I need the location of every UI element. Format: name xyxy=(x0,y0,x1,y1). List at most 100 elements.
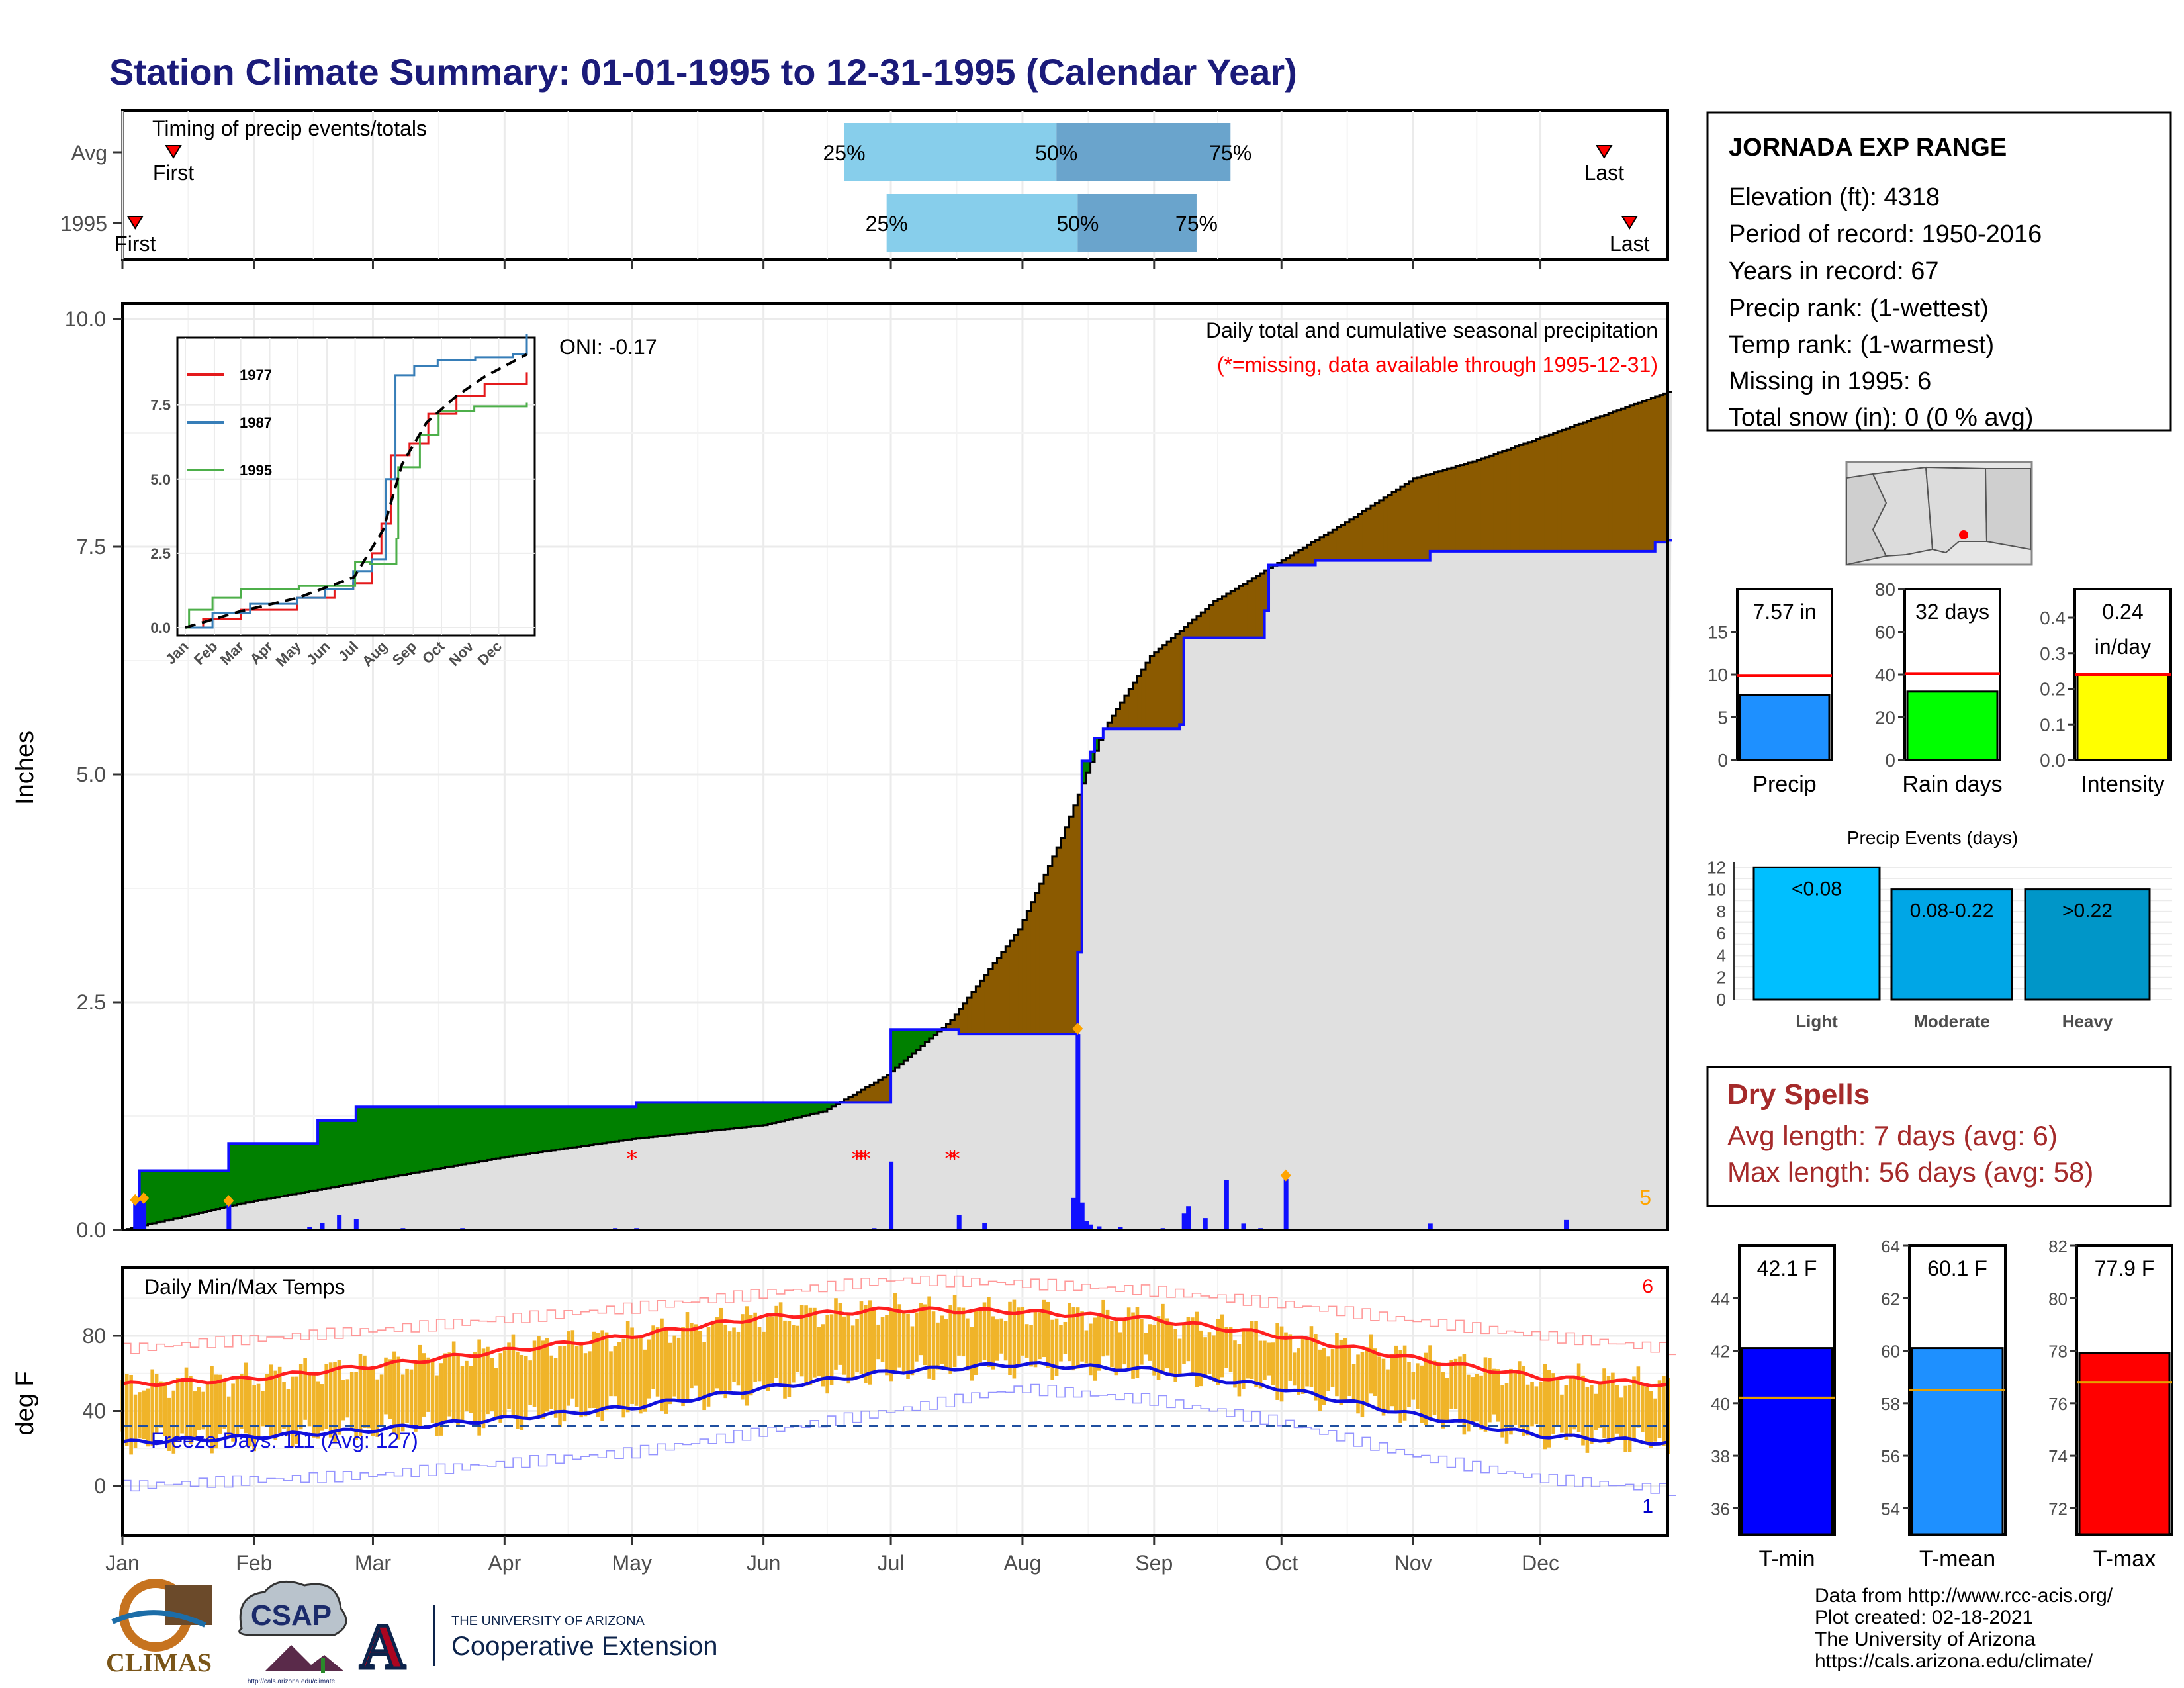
daily-temp-bar xyxy=(1347,1347,1351,1397)
below-avg-fill xyxy=(696,1102,701,1133)
above-avg-fill xyxy=(1370,506,1375,561)
daily-temp-bar xyxy=(783,1320,787,1399)
events-y-tick-label: 6 xyxy=(1717,923,1726,943)
daily-temp-bar xyxy=(1275,1323,1279,1400)
daily-temp-bar xyxy=(1063,1321,1068,1354)
above-avg-fill xyxy=(1561,430,1567,551)
footer-line-university: The University of Arizona xyxy=(1815,1628,2036,1650)
below-avg-fill xyxy=(797,1102,802,1117)
below-avg-fill xyxy=(369,1107,374,1181)
above-avg-fill xyxy=(1502,451,1507,551)
small-panel-y-tick-label: 60 xyxy=(1875,622,1895,643)
main-y-tick-label: 2.5 xyxy=(77,990,106,1014)
daily-temp-bar xyxy=(189,1376,193,1444)
daily-temp-bar xyxy=(418,1344,422,1429)
dry-spells-max: Max length: 56 days (avg: 58) xyxy=(1727,1156,2093,1188)
daily-temp-bar xyxy=(1089,1323,1093,1376)
above-avg-fill xyxy=(1324,534,1329,561)
below-avg-fill xyxy=(543,1107,548,1152)
daily-temp-bar xyxy=(1653,1398,1657,1442)
below-avg-fill xyxy=(1086,761,1091,773)
first-label: First xyxy=(153,161,194,185)
daily-temp-bar xyxy=(991,1316,995,1370)
daily-temp-bar xyxy=(167,1397,171,1451)
record-day-marker xyxy=(1280,1169,1291,1182)
daily-temp-bar xyxy=(787,1321,792,1397)
below-avg-fill xyxy=(700,1102,705,1132)
below-avg-fill xyxy=(156,1170,161,1223)
daily-temp-bar xyxy=(1492,1368,1496,1415)
below-avg-fill xyxy=(309,1143,314,1192)
below-avg-fill xyxy=(508,1107,514,1157)
above-avg-fill xyxy=(1137,676,1142,729)
above-avg-fill xyxy=(1595,418,1600,551)
daily-temp-bar xyxy=(821,1324,825,1387)
daily-temp-bar xyxy=(723,1324,728,1399)
daily-temp-bar xyxy=(1437,1362,1441,1423)
below-avg-fill xyxy=(381,1107,387,1179)
timing-bar-25-50 xyxy=(844,123,1057,181)
daily-temp-bar xyxy=(1054,1318,1059,1376)
daily-temp-bar xyxy=(660,1318,664,1411)
below-avg-fill xyxy=(394,1107,399,1176)
above-avg-fill xyxy=(1128,689,1134,729)
daily-temp-bar xyxy=(1199,1330,1203,1387)
station-line-elevation: Elevation (ft): 4318 xyxy=(1729,183,1940,211)
above-avg-fill xyxy=(878,1080,883,1103)
timing-q75-label: 75% xyxy=(1175,212,1218,236)
daily-temp-bar xyxy=(868,1300,872,1385)
below-avg-fill xyxy=(471,1107,476,1163)
daily-temp-bar xyxy=(1483,1357,1488,1432)
small-panel-y-tick-label: 82 xyxy=(2048,1237,2068,1256)
events-title: Precip Events (days) xyxy=(1847,827,2018,848)
small-panel-y-tick-label: 0 xyxy=(1717,750,1728,771)
daily-temp-bar xyxy=(523,1356,528,1417)
above-avg-fill xyxy=(1621,408,1626,551)
above-avg-fill xyxy=(1493,454,1499,551)
daily-precip-bar xyxy=(1088,1224,1093,1230)
daily-temp-bar xyxy=(1500,1385,1504,1438)
below-avg-fill xyxy=(759,1102,764,1126)
below-avg-fill xyxy=(169,1170,174,1220)
below-avg-fill xyxy=(729,1102,735,1129)
above-avg-fill xyxy=(1612,411,1617,551)
above-avg-fill xyxy=(886,1075,891,1103)
daily-temp-bar xyxy=(558,1346,562,1427)
daily-temp-bar xyxy=(732,1327,736,1382)
daily-temp-bar xyxy=(184,1367,189,1437)
daily-temp-bar xyxy=(541,1340,545,1419)
daily-temp-bar xyxy=(1084,1330,1089,1364)
daily-temp-bar xyxy=(1475,1374,1479,1422)
below-avg-fill xyxy=(453,1107,459,1166)
daily-precip-bar xyxy=(137,1197,142,1230)
above-avg-fill xyxy=(1234,588,1240,638)
above-avg-fill xyxy=(979,980,985,1035)
daily-temp-bar xyxy=(1101,1299,1105,1357)
daily-temp-bar xyxy=(1598,1381,1602,1428)
events-bar-light xyxy=(1752,866,1881,1001)
daily-temp-bar xyxy=(757,1327,762,1382)
small-panel-y-tick-label: 0 xyxy=(1885,750,1895,771)
above-avg-fill xyxy=(1120,702,1125,729)
below-avg-fill xyxy=(478,1107,484,1162)
daily-temp-bar xyxy=(1420,1365,1424,1423)
timing-bar-50-75 xyxy=(1077,194,1197,252)
below-avg-fill xyxy=(351,1120,357,1184)
small-bar-panel-t-max: 72 74 76 78 80 82 77.9 F T-max xyxy=(2048,1237,2173,1571)
daily-temp-bar xyxy=(328,1362,333,1438)
daily-temp-bar xyxy=(944,1319,948,1370)
small-panel-y-tick-label: 80 xyxy=(1875,579,1895,600)
missing-day-asterisk: * xyxy=(856,1146,867,1172)
small-panel-category-label: T-mean xyxy=(1919,1546,1995,1571)
daily-precip-bar xyxy=(1564,1219,1569,1230)
above-avg-fill xyxy=(1523,444,1528,551)
temp-y-tick-label: 80 xyxy=(82,1324,106,1348)
below-avg-fill xyxy=(326,1120,331,1188)
main-panel-frame xyxy=(121,302,1669,1231)
above-avg-fill xyxy=(1498,452,1503,551)
daily-temp-bar xyxy=(621,1338,626,1418)
below-avg-fill xyxy=(559,1107,565,1149)
above-avg-fill xyxy=(1154,652,1159,729)
below-avg-fill xyxy=(572,1107,577,1148)
